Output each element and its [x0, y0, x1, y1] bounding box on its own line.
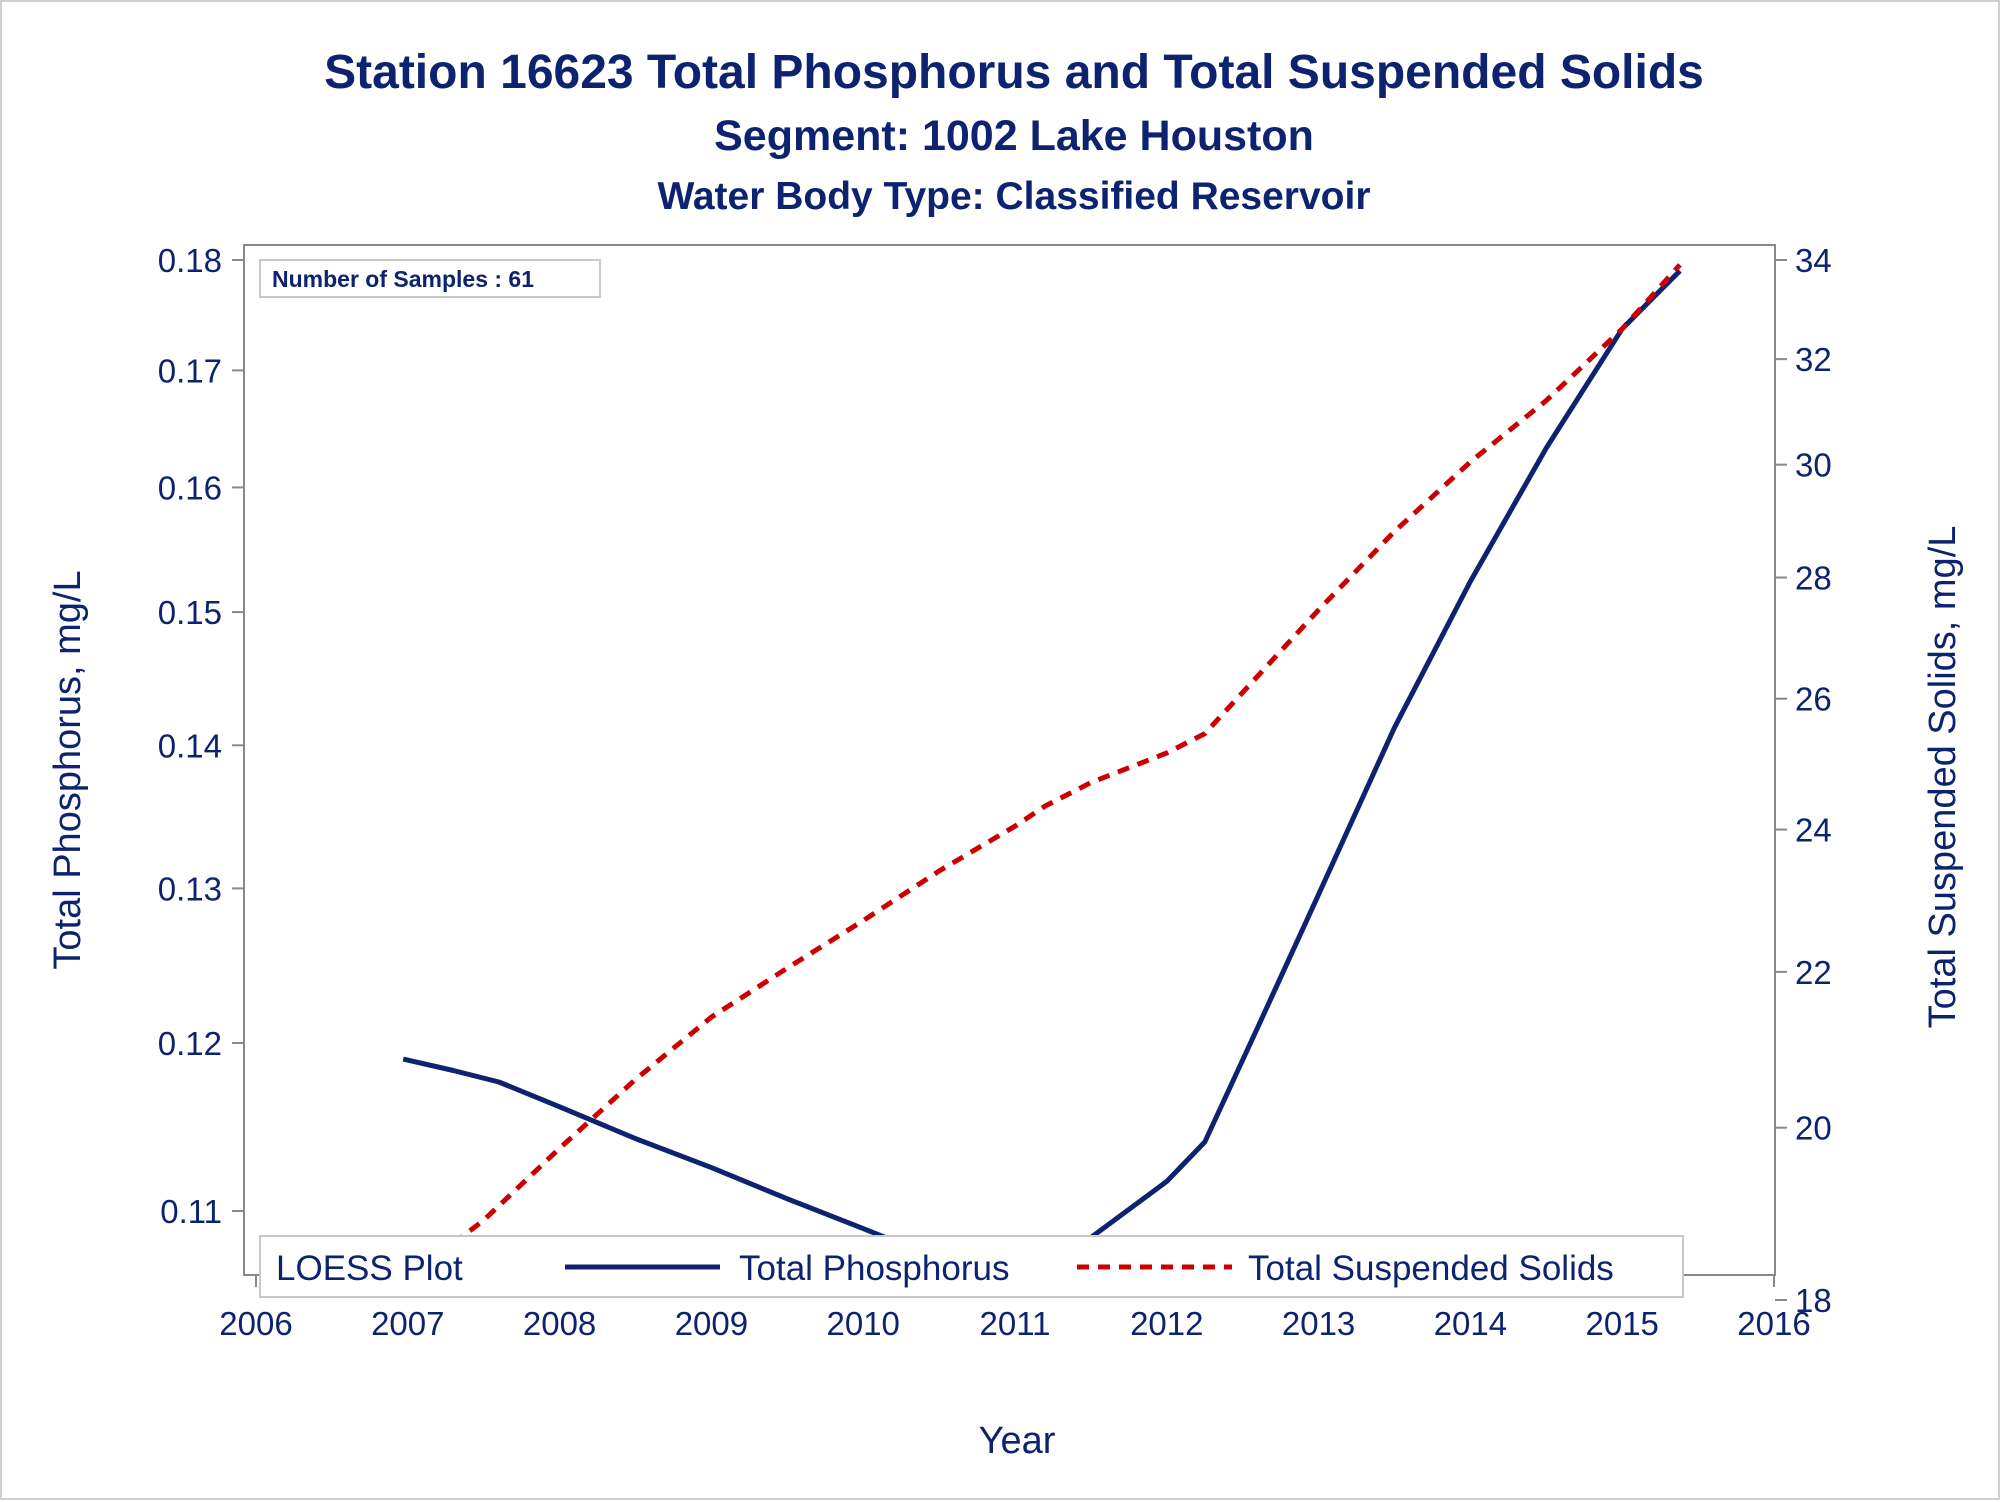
- y-axis-right: 18 20 22 24 26 28 30 32 34: [1775, 242, 1832, 1319]
- y-right-tick-label: 24: [1795, 812, 1832, 849]
- x-tick-label: 2012: [1130, 1305, 1203, 1342]
- y-left-tick-label: 0.13: [158, 870, 222, 907]
- x-tick-label: 2010: [826, 1305, 899, 1342]
- samples-inset-label: Number of Samples : 61: [272, 266, 534, 292]
- y-left-tick-label: 0.18: [158, 242, 222, 279]
- x-tick-label: 2014: [1434, 1305, 1507, 1342]
- x-axis: 2006 2007 2008 2009 2010 2011 2012 2013 2014 2015…: [219, 1275, 1811, 1342]
- legend-label-tss: Total Suspended Solids: [1248, 1249, 1614, 1288]
- y-left-tick-label: 0.15: [158, 594, 222, 631]
- y-right-tick-label: 22: [1795, 954, 1832, 991]
- y-right-tick-label: 18: [1795, 1282, 1832, 1319]
- y-right-tick-label: 28: [1795, 559, 1832, 596]
- x-axis-label: Year: [979, 1420, 1056, 1462]
- legend-title: LOESS Plot: [276, 1249, 463, 1288]
- legend-label-phosphorus: Total Phosphorus: [739, 1249, 1009, 1288]
- x-tick-label: 2007: [371, 1305, 444, 1342]
- chart-subtitle-waterbody: Water Body Type: Classified Reservoir: [657, 175, 1370, 218]
- y-left-tick-label: 0.12: [158, 1025, 222, 1062]
- series-layer: [401, 263, 1682, 1295]
- x-tick-label: 2013: [1282, 1305, 1355, 1342]
- y-right-tick-label: 32: [1795, 341, 1832, 378]
- x-tick-label: 2016: [1737, 1305, 1810, 1342]
- x-tick-label: 2006: [219, 1305, 292, 1342]
- legend-box: [259, 1235, 1684, 1298]
- y-right-tick-label: 30: [1795, 447, 1832, 484]
- chart-title: Station 16623 Total Phosphorus and Total…: [324, 46, 1704, 99]
- x-tick-label: 2011: [980, 1305, 1051, 1342]
- x-tick-label: 2015: [1585, 1305, 1658, 1342]
- y-axis-right-label: Total Suspended Solids, mg/L: [1922, 526, 1964, 1029]
- series-line-phosphorus: [402, 269, 1682, 1295]
- y-left-tick-label: 0.17: [158, 352, 222, 389]
- x-tick-label: 2009: [675, 1305, 748, 1342]
- y-left-tick-label: 0.16: [158, 469, 222, 506]
- y-right-tick-label: 26: [1795, 681, 1832, 718]
- y-left-tick-label: 0.11: [160, 1193, 222, 1230]
- y-axis-left: 0.11 0.12 0.13 0.14 0.15 0.16 0.17 0.18: [158, 242, 244, 1230]
- y-axis-left-label: Total Phosphorus, mg/L: [47, 570, 89, 969]
- y-right-tick-label: 34: [1795, 242, 1832, 279]
- y-right-tick-label: 20: [1795, 1110, 1832, 1147]
- chart-subtitle-segment: Segment: 1002 Lake Houston: [714, 112, 1314, 160]
- series-line-tss: [401, 263, 1682, 1284]
- y-left-tick-label: 0.14: [158, 727, 222, 764]
- samples-inset-box: [259, 259, 601, 298]
- legend: LOESS Plot Total Phosphorus Total Suspen…: [259, 1235, 1684, 1298]
- x-tick-label: 2008: [523, 1305, 596, 1342]
